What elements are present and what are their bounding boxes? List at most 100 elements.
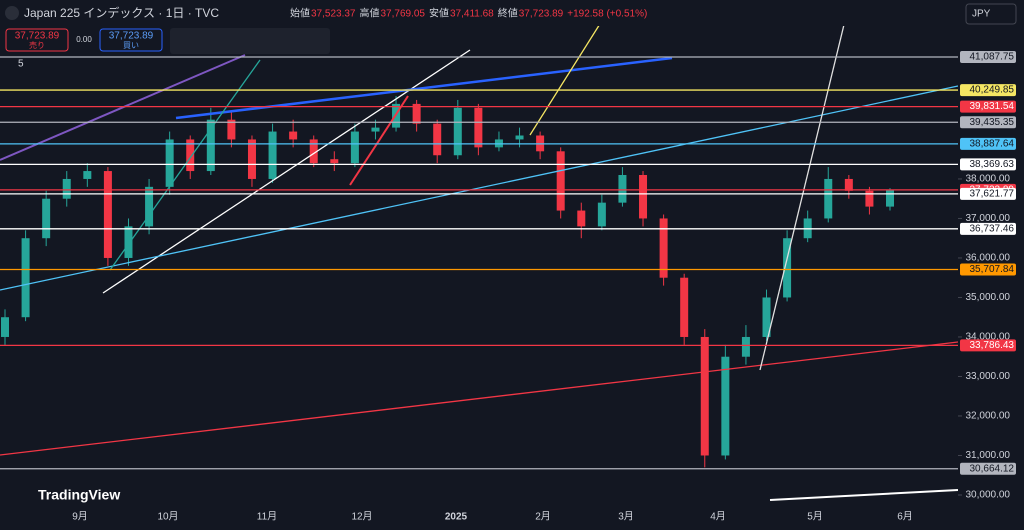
candle-body — [433, 123, 442, 156]
y-tick-label: 35,000.00 — [966, 292, 1011, 303]
trend-line — [769, 489, 959, 501]
level-tag — [960, 222, 1016, 235]
level-tag — [960, 116, 1016, 129]
x-tick-label: 9月 — [72, 511, 88, 523]
buy-label[interactable]: 買い — [123, 41, 139, 50]
level-tag — [960, 462, 1016, 475]
y-tick-label: 31,000.00 — [966, 450, 1011, 461]
candle-body — [268, 131, 277, 179]
ohlc-label: 安値 — [429, 7, 449, 20]
buy-button[interactable] — [99, 28, 163, 52]
level-label: 40,249.85 — [970, 85, 1015, 96]
trend-line — [0, 341, 959, 456]
candle-body — [412, 103, 421, 124]
x-tick-label: 2025 — [445, 512, 468, 523]
x-tick-label: 11月 — [257, 511, 277, 523]
level-label: 38,369.63 — [970, 159, 1015, 170]
level-tag — [960, 339, 1016, 352]
level-tag — [960, 263, 1016, 276]
trend-line — [175, 56, 673, 120]
candle-body — [680, 277, 689, 337]
sell-button[interactable] — [5, 28, 69, 52]
buy-price[interactable]: 37,723.89 — [109, 31, 154, 42]
candle-body — [741, 336, 750, 357]
level-label: 39,435.35 — [970, 117, 1015, 128]
candle-body — [124, 226, 133, 258]
candle-body — [289, 131, 298, 140]
indicator-count[interactable]: 5 — [18, 59, 24, 70]
y-tick-label: 30,000.00 — [966, 490, 1011, 501]
candle-body — [618, 175, 627, 203]
level-label: 36,737.46 — [970, 223, 1015, 234]
candle-body — [371, 127, 380, 132]
ohlc-label: 高値 — [360, 7, 380, 20]
drawing-toolbar[interactable] — [170, 28, 330, 54]
x-tick-label: 4月 — [710, 511, 726, 523]
level-tag — [960, 100, 1016, 113]
candle-body — [639, 175, 648, 219]
y-tick-label: 33,000.00 — [966, 371, 1011, 382]
candle-body — [83, 171, 92, 179]
ohlc-label: 始値 — [290, 7, 310, 20]
candle-body — [186, 139, 195, 172]
candle-body — [330, 159, 339, 164]
candle-body — [145, 186, 154, 227]
y-tick-label: 32,000.00 — [966, 411, 1011, 422]
ohlc-value: 37,411.68 — [450, 9, 494, 20]
logo: TradingView — [38, 487, 120, 503]
candle-body — [597, 202, 606, 227]
sell-price[interactable]: 37,723.89 — [15, 31, 60, 42]
candle-body — [721, 356, 730, 456]
candle-body — [844, 178, 853, 191]
candle-body — [247, 139, 256, 179]
candle-body — [700, 336, 709, 456]
level-tag — [960, 187, 1016, 200]
ohlc-label: 終値 — [498, 7, 518, 20]
trend-line — [0, 85, 959, 291]
time-axis — [0, 510, 1024, 525]
spread: 0.00 — [76, 35, 92, 44]
x-tick-label: 6月 — [897, 511, 913, 523]
ohlc: 始値 37,523.37 高値 37,769.05 安値 37,411.68 終値 37,72… — [290, 7, 647, 20]
level-tag — [960, 84, 1016, 97]
level-tag — [960, 137, 1016, 150]
candle-body — [206, 119, 215, 172]
candle-body — [103, 171, 112, 258]
level-tag — [960, 50, 1016, 63]
candle-body — [453, 107, 462, 156]
level-label: 38,887.64 — [970, 139, 1015, 150]
trend-line — [759, 0, 851, 371]
level-label: 37,621.77 — [970, 189, 1015, 200]
sell-label[interactable]: 売り — [29, 40, 45, 50]
candle-body — [886, 189, 894, 207]
ohlc-value: 37,523.37 — [311, 9, 356, 20]
y-tick-label: 37,000.00 — [966, 213, 1011, 224]
x-tick-label: 5月 — [807, 511, 823, 523]
candle-body — [659, 218, 668, 278]
level-label: 35,707.84 — [970, 264, 1015, 275]
header-bar — [0, 0, 958, 26]
currency-button[interactable] — [965, 3, 1017, 25]
y-tick-label: 34,000.00 — [966, 332, 1011, 343]
level-tag — [960, 158, 1016, 171]
currency[interactable]: JPY — [972, 9, 991, 20]
level-label: 39,831.54 — [970, 101, 1015, 112]
candle-body — [165, 139, 174, 187]
candle-body — [309, 139, 318, 164]
candle-body — [227, 119, 236, 140]
level-label: 30,664.12 — [970, 463, 1015, 474]
candle-body — [515, 135, 524, 140]
trend-line — [349, 95, 409, 186]
x-tick-label: 2月 — [535, 511, 551, 523]
symbol-icon[interactable] — [5, 6, 19, 20]
candle-body — [865, 190, 874, 207]
candle-body — [21, 238, 30, 318]
level-label: 41,087.75 — [970, 52, 1015, 63]
symbol[interactable]: Japan 225 インデックス · 1日 · TVC — [24, 5, 219, 20]
level-label: 33,786.43 — [970, 340, 1015, 351]
x-tick-label: 10月 — [157, 511, 178, 523]
candle-body — [783, 238, 792, 298]
